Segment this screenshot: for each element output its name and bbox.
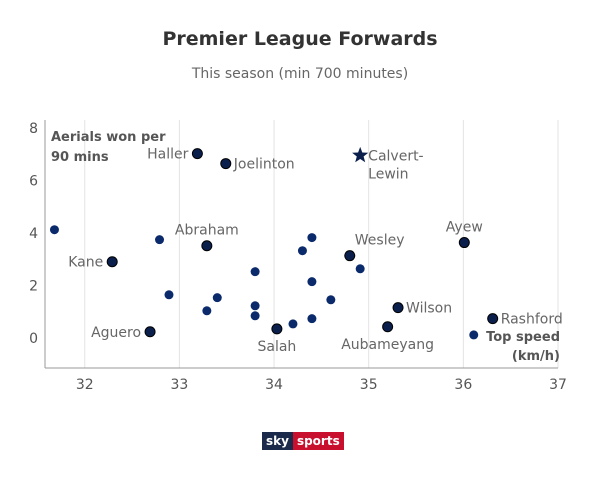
point-label: Salah	[257, 339, 296, 355]
y-tick-label: 8	[29, 121, 38, 137]
y-tick-label: 6	[29, 173, 38, 189]
chart-title: Premier League Forwards	[162, 28, 437, 50]
data-point	[164, 290, 174, 300]
data-point	[212, 293, 222, 303]
y-axis-label-line2: 90 mins	[51, 150, 109, 165]
labelled-point	[344, 250, 356, 262]
x-tick-label: 34	[265, 377, 283, 393]
point-label: Wilson	[406, 301, 452, 317]
data-point	[307, 314, 317, 324]
data-point	[250, 301, 260, 311]
star-point-marker	[352, 146, 369, 163]
labelled-point	[487, 313, 499, 325]
labelled-point	[220, 158, 232, 170]
labelled-point	[271, 323, 283, 335]
point-label: Abraham	[175, 223, 239, 239]
point-label: Aguero	[91, 325, 141, 341]
point-label: Aubameyang	[341, 337, 434, 353]
data-point	[250, 311, 260, 321]
point-label: Wesley	[355, 233, 405, 249]
point-label: Haller	[147, 147, 188, 163]
labelled-point	[191, 148, 203, 160]
sky-sports-logo: sky sports	[262, 432, 344, 450]
y-axis-label-line1: Aerials won per	[51, 130, 166, 145]
y-tick-label: 0	[29, 331, 38, 347]
x-tick-label: 37	[549, 377, 567, 393]
data-point	[155, 235, 165, 245]
x-tick-label: 33	[170, 377, 188, 393]
y-tick-label: 4	[29, 226, 38, 242]
y-tick-label: 2	[29, 278, 38, 294]
point-label: Lewin	[368, 166, 408, 182]
labelled-point	[392, 302, 404, 314]
data-point	[469, 330, 479, 340]
data-point	[288, 319, 298, 329]
x-tick-label: 36	[454, 377, 472, 393]
point-label: Rashford	[501, 312, 563, 328]
point-label: Ayew	[446, 220, 483, 236]
labelled-point	[106, 256, 118, 268]
logo-sports: sports	[292, 432, 344, 450]
point-label: Joelinton	[233, 157, 295, 173]
chart-subtitle: This season (min 700 minutes)	[191, 66, 408, 82]
data-point	[326, 295, 336, 305]
data-point	[297, 246, 307, 256]
data-point	[202, 306, 212, 316]
labelled-point	[201, 240, 213, 252]
x-axis-label-line2: (km/h)	[512, 349, 560, 364]
labelled-point	[144, 326, 156, 338]
data-point	[49, 225, 59, 235]
data-point	[250, 267, 260, 277]
point-label: Calvert-	[368, 148, 423, 164]
data-point	[307, 233, 317, 243]
x-tick-label: 35	[360, 377, 378, 393]
x-axis-label-line1: Top speed	[486, 330, 560, 345]
x-tick-label: 32	[76, 377, 94, 393]
labelled-point	[458, 237, 470, 249]
point-label: Kane	[68, 255, 103, 271]
data-point	[355, 264, 365, 274]
logo-sky: sky	[262, 432, 293, 450]
labelled-point	[382, 321, 394, 333]
data-point	[307, 277, 317, 287]
